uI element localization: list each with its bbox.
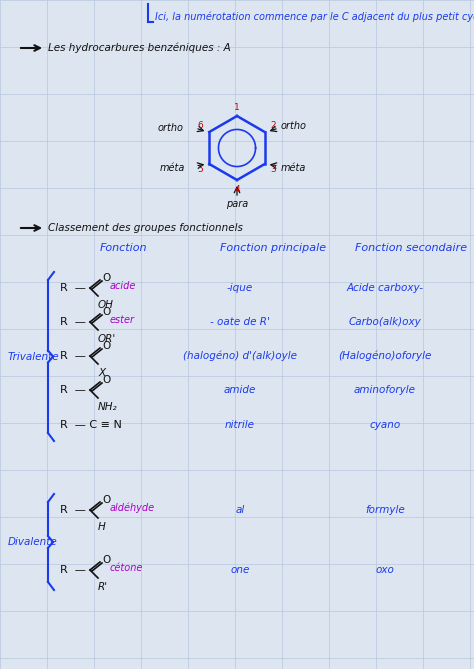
Text: one: one [230,565,250,575]
Text: 3: 3 [270,165,275,175]
Text: 1: 1 [234,104,240,112]
Text: R  —: R — [60,283,86,293]
Text: R  —: R — [60,505,86,515]
Text: nitrile: nitrile [225,420,255,430]
Text: X: X [98,368,105,378]
Text: H: H [98,522,106,532]
Text: R  —: R — [60,565,86,575]
Text: Classement des groupes fonctionnels: Classement des groupes fonctionnels [48,223,243,233]
Text: (halogéno) d'(alk)oyle: (halogéno) d'(alk)oyle [183,351,297,361]
Text: 6: 6 [197,122,203,130]
Text: R  —: R — [60,351,86,361]
Text: - oate de R': - oate de R' [210,317,270,327]
Text: formyle: formyle [365,505,405,515]
Text: ester: ester [110,315,135,325]
Text: Les hydrocarbures benzéniques : A: Les hydrocarbures benzéniques : A [48,43,231,54]
Text: O: O [102,273,110,283]
Text: al: al [236,505,245,515]
Text: Fonction: Fonction [100,243,147,253]
Text: O: O [102,341,110,351]
Text: cétone: cétone [110,563,143,573]
Text: 5: 5 [197,165,203,175]
Text: R  —: R — [60,385,86,395]
Text: 2: 2 [270,122,275,130]
Text: O: O [102,555,110,565]
Text: oxo: oxo [375,565,394,575]
Text: acide: acide [110,281,137,291]
Text: OR': OR' [98,334,116,344]
Text: aminoforyle: aminoforyle [354,385,416,395]
Text: O: O [102,495,110,505]
Text: ortho: ortho [157,123,183,133]
Text: O: O [102,375,110,385]
Text: Fonction secondaire: Fonction secondaire [355,243,467,253]
Text: -ique: -ique [227,283,253,293]
Text: méta: méta [281,163,306,173]
Text: Fonction principale: Fonction principale [220,243,326,253]
Text: Trivalente: Trivalente [8,351,60,361]
Text: R  —: R — [60,317,86,327]
Text: O: O [102,307,110,317]
Text: cyano: cyano [369,420,401,430]
Text: 4: 4 [234,185,240,193]
Text: ortho: ortho [281,121,307,131]
Text: para: para [226,199,248,209]
Text: aldéhyde: aldéhyde [110,502,155,513]
Text: Divalente: Divalente [8,537,58,547]
Text: OH: OH [98,300,114,310]
Text: Carbo(alk)oxy: Carbo(alk)oxy [348,317,421,327]
Text: NH₂: NH₂ [98,402,118,412]
Text: amide: amide [224,385,256,395]
Text: Ici, la numérotation commence par le C adjacent du plus petit cycle.: Ici, la numérotation commence par le C a… [155,12,474,22]
Text: méta: méta [159,163,185,173]
Text: R': R' [98,582,108,592]
Text: (Halogéno)oforyle: (Halogéno)oforyle [338,351,432,361]
Text: R  — C ≡ N: R — C ≡ N [60,420,122,430]
Text: Acide carboxy-: Acide carboxy- [346,283,423,293]
